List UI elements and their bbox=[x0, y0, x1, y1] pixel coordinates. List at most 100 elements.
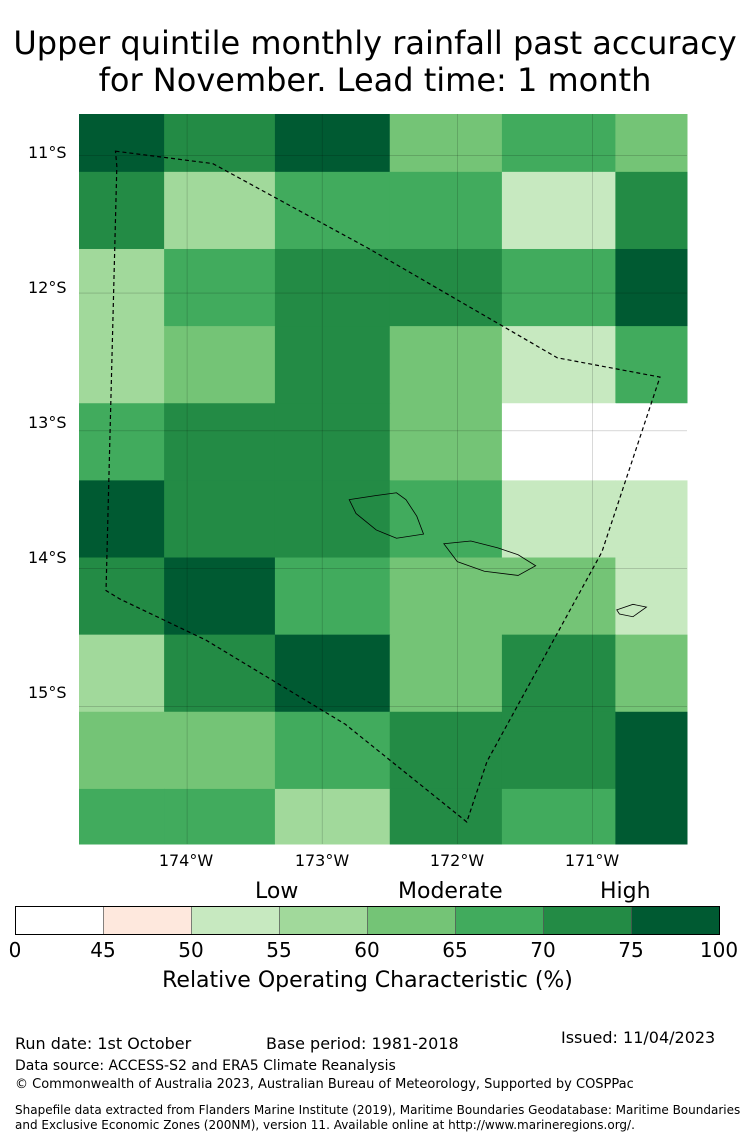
grid-cell bbox=[389, 634, 503, 713]
data-source: Data source: ACCESS-S2 and ERA5 Climate … bbox=[15, 1058, 396, 1074]
grid-cell bbox=[389, 171, 503, 250]
grid-cell bbox=[389, 326, 503, 404]
lat-label-15s: 15°S bbox=[28, 683, 67, 702]
grid-cell bbox=[164, 788, 276, 845]
color-bar-segment bbox=[631, 906, 720, 935]
color-bar-segment bbox=[279, 906, 368, 935]
grid-cell bbox=[274, 171, 391, 250]
grid-cell bbox=[389, 114, 503, 173]
grid-cell bbox=[79, 171, 165, 250]
grid-cell bbox=[501, 480, 616, 559]
lat-label-12s: 12°S bbox=[28, 278, 67, 297]
grid-cell bbox=[274, 326, 391, 404]
grid-cell bbox=[274, 711, 391, 790]
grid-cell bbox=[274, 480, 391, 559]
grid-cell bbox=[274, 114, 391, 173]
color-bar bbox=[15, 906, 720, 935]
grid-cell bbox=[164, 248, 276, 327]
legend-tick-75: 75 bbox=[618, 938, 644, 962]
grid-cell bbox=[274, 634, 391, 713]
grid-cell bbox=[501, 114, 616, 173]
grid-cell bbox=[389, 248, 503, 327]
grid-cell bbox=[615, 711, 688, 790]
grid-cell bbox=[501, 326, 616, 404]
grid-cell bbox=[79, 788, 165, 845]
map-title-line-1: Upper quintile monthly rainfall past acc… bbox=[13, 24, 737, 62]
grid-cell bbox=[389, 788, 503, 845]
legend-tick-55: 55 bbox=[266, 938, 292, 962]
grid-cell bbox=[615, 788, 688, 845]
grid-cell bbox=[501, 634, 616, 713]
grid-cell bbox=[274, 248, 391, 327]
island-outline bbox=[616, 603, 648, 618]
legend-tick-100: 100 bbox=[699, 938, 739, 962]
grid-cell bbox=[615, 557, 688, 636]
color-bar-segment bbox=[543, 906, 632, 935]
lon-label-174w: 174°W bbox=[158, 851, 214, 870]
grid-cell bbox=[164, 480, 276, 559]
legend-category-low: Low bbox=[255, 879, 299, 904]
grid-cell bbox=[164, 557, 276, 636]
legend-tick-65: 65 bbox=[442, 938, 468, 962]
color-bar-segment bbox=[455, 906, 544, 935]
lon-label-171w: 171°W bbox=[564, 851, 620, 870]
color-bar-segment bbox=[191, 906, 280, 935]
grid-cell bbox=[79, 711, 165, 790]
legend-tick-0: 0 bbox=[8, 938, 22, 962]
color-bar-segment bbox=[103, 906, 192, 935]
grid-cell bbox=[164, 171, 276, 250]
grid-cell bbox=[501, 403, 616, 481]
legend-tick-45: 45 bbox=[90, 938, 116, 962]
lat-label-11s: 11°S bbox=[28, 143, 67, 162]
legend-category-high: High bbox=[600, 879, 651, 904]
color-bar-segment bbox=[15, 906, 104, 935]
grid-cell bbox=[501, 557, 616, 636]
legend-category-moderate: Moderate bbox=[398, 879, 503, 904]
base-period: Base period: 1981-2018 bbox=[266, 1034, 459, 1053]
grid-cell bbox=[615, 480, 688, 559]
grid-cell bbox=[615, 248, 688, 327]
grid-cell bbox=[501, 248, 616, 327]
island-outline bbox=[443, 540, 537, 576]
grid-cell bbox=[79, 114, 165, 173]
grid-cell bbox=[615, 114, 688, 173]
legend-title: Relative Operating Characteristic (%) bbox=[162, 968, 573, 993]
grid-cell bbox=[79, 403, 165, 481]
lon-label-173w: 173°W bbox=[294, 851, 350, 870]
grid-cell bbox=[501, 711, 616, 790]
legend-tick-60: 60 bbox=[354, 938, 380, 962]
grid-cell bbox=[615, 326, 688, 404]
shapefile-credit-line-1: Shapefile data extracted from Flanders M… bbox=[15, 1103, 741, 1117]
island-outline bbox=[348, 492, 425, 539]
shapefile-credit-line-2: and Exclusive Economic Zones (200NM), ve… bbox=[15, 1118, 635, 1132]
legend-tick-50: 50 bbox=[178, 938, 204, 962]
lat-label-14s: 14°S bbox=[28, 548, 67, 567]
grid-cell bbox=[79, 248, 165, 327]
grid-cell bbox=[501, 171, 616, 250]
run-date: Run date: 1st October bbox=[15, 1034, 192, 1053]
grid-cell bbox=[389, 711, 503, 790]
grid-cell bbox=[389, 557, 503, 636]
grid-cell bbox=[164, 711, 276, 790]
grid-cell bbox=[274, 403, 391, 481]
grid-cell bbox=[615, 634, 688, 713]
legend-tick-70: 70 bbox=[530, 938, 556, 962]
grid-cell bbox=[164, 114, 276, 173]
grid-cell bbox=[389, 403, 503, 481]
rainfall-accuracy-map bbox=[79, 114, 688, 845]
grid-cell bbox=[501, 788, 616, 845]
grid-cell bbox=[274, 557, 391, 636]
color-bar-segment bbox=[367, 906, 456, 935]
grid-cell bbox=[615, 403, 688, 481]
lon-label-172w: 172°W bbox=[429, 851, 485, 870]
copyright: © Commonwealth of Australia 2023, Austra… bbox=[15, 1077, 634, 1092]
grid-cell bbox=[164, 634, 276, 713]
map-title-line-2: for November. Lead time: 1 month bbox=[98, 61, 652, 99]
grid-cell bbox=[164, 403, 276, 481]
grid-cell bbox=[79, 326, 165, 404]
grid-cell bbox=[164, 326, 276, 404]
grid-cell bbox=[79, 557, 165, 636]
grid-cell bbox=[274, 788, 391, 845]
eez-boundary bbox=[105, 150, 661, 823]
grid-cell bbox=[79, 480, 165, 559]
